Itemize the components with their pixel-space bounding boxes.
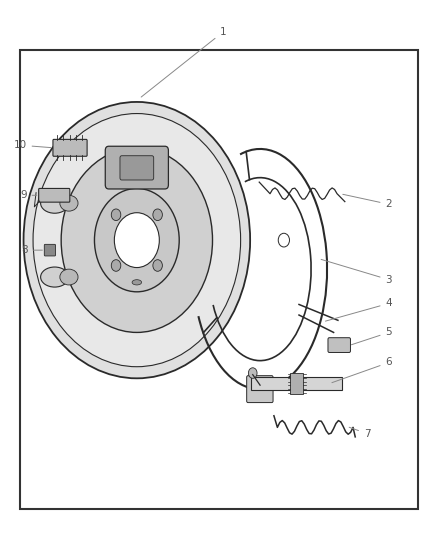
Text: 2: 2 [343,195,392,209]
Circle shape [33,114,240,367]
Circle shape [278,233,290,247]
Circle shape [61,148,212,333]
FancyBboxPatch shape [247,376,273,402]
FancyBboxPatch shape [105,146,168,189]
Text: 6: 6 [332,358,392,383]
FancyBboxPatch shape [120,156,154,180]
Text: 5: 5 [351,327,392,345]
Text: 4: 4 [325,298,392,321]
Text: 9: 9 [20,190,37,200]
Circle shape [24,102,250,378]
Text: 8: 8 [21,245,42,255]
FancyBboxPatch shape [39,189,70,202]
Text: 7: 7 [349,427,371,439]
Ellipse shape [132,280,141,285]
FancyBboxPatch shape [328,338,350,352]
Bar [251,377,342,391]
Circle shape [111,209,121,221]
Text: 3: 3 [321,260,392,285]
Text: 10: 10 [14,140,51,150]
Ellipse shape [41,267,69,287]
Ellipse shape [60,195,78,211]
Circle shape [111,260,121,271]
Circle shape [153,209,162,221]
Circle shape [153,260,162,271]
Circle shape [95,189,179,292]
Ellipse shape [60,269,78,285]
Ellipse shape [41,193,69,213]
FancyBboxPatch shape [53,140,87,156]
Bar [290,373,304,394]
Circle shape [248,368,257,378]
Circle shape [114,213,159,268]
FancyBboxPatch shape [44,244,56,256]
Text: 1: 1 [141,27,226,97]
